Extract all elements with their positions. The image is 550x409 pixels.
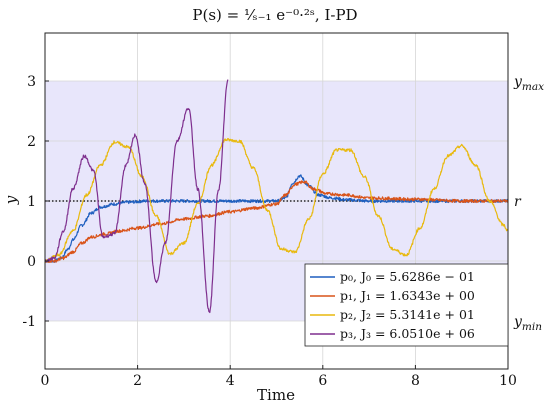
x-tick-label: 8 xyxy=(411,373,420,389)
right-label: ymax xyxy=(513,74,544,93)
tick-labels: 0 2 4 6 8 10 -1 0 1 2 3 xyxy=(22,74,517,389)
legend-label-0: p₀, J₀ = 5.6286e − 01 xyxy=(340,269,475,284)
y-tick-label: -1 xyxy=(22,314,36,330)
right-labels: ymax r ymin xyxy=(513,74,544,333)
legend-box xyxy=(304,263,509,347)
x-tick-label: 0 xyxy=(41,373,50,389)
right-label: r xyxy=(514,194,522,210)
series-line-0 xyxy=(44,174,509,263)
x-tick-label: 6 xyxy=(318,373,327,389)
x-axis-title: Time xyxy=(257,386,295,404)
series-line-1 xyxy=(44,180,509,263)
y-tick-label: 1 xyxy=(27,194,36,210)
y-tick-label: 2 xyxy=(27,134,36,150)
legend-label-3: p₃, J₃ = 6.0510e + 06 xyxy=(340,326,475,341)
legend: p₀, J₀ = 5.6286e − 01 p₁, J₁ = 1.6343e + … xyxy=(304,263,509,347)
x-tick-label: 4 xyxy=(226,373,235,389)
x-tick-label: 2 xyxy=(133,373,142,389)
x-tick-label: 10 xyxy=(499,373,517,389)
legend-label-1: p₁, J₁ = 1.6343e + 00 xyxy=(340,288,475,303)
y-tick-label: 3 xyxy=(27,74,36,90)
series-line-2 xyxy=(44,137,509,263)
series-line-3 xyxy=(44,79,229,314)
y-axis-title: y xyxy=(2,195,20,205)
series-group xyxy=(44,79,509,314)
right-label: ymin xyxy=(513,314,542,333)
y-tick-label: 0 xyxy=(27,254,36,270)
chart-title: P(s) = ¹⁄ₛ₋₁ e⁻⁰·²ˢ, I-PD xyxy=(192,6,357,24)
legend-label-2: p₂, J₂ = 5.3141e + 01 xyxy=(340,307,475,322)
